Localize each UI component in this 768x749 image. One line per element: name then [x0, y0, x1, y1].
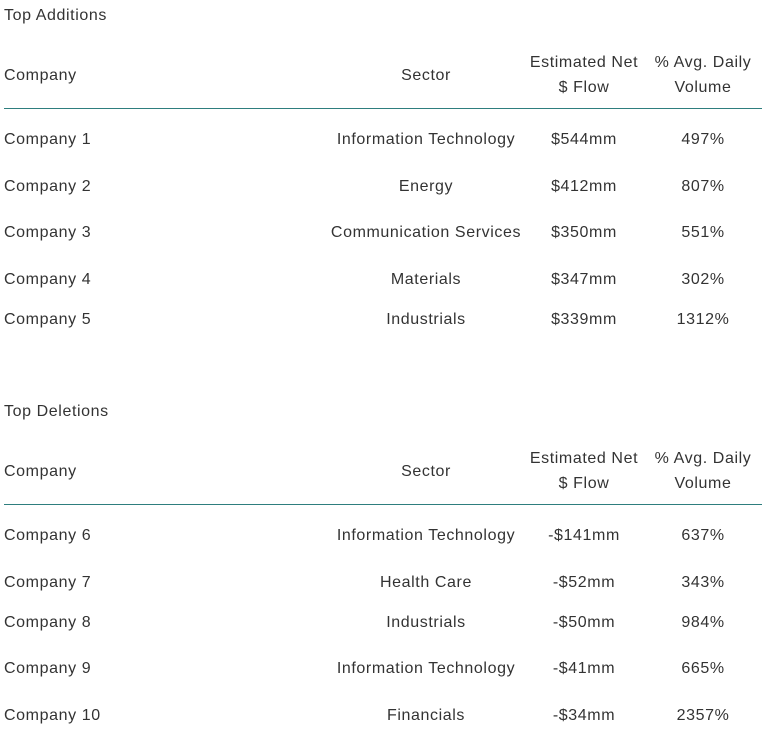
- volume-cell: 984%: [681, 613, 725, 631]
- table-row: Company 4 Materials $347mm 302%: [4, 259, 762, 299]
- additions-table: Company Sector Estimated Net $ Flow % Av…: [4, 42, 762, 339]
- volume-cell: 343%: [681, 573, 725, 591]
- table-header-row: Company Sector Estimated Net $ Flow % Av…: [4, 42, 762, 109]
- header-company: Company: [4, 462, 77, 480]
- sector-cell: Financials: [386, 706, 466, 724]
- header-volume: % Avg. Daily Volume: [654, 450, 752, 492]
- flow-cell: -$52mm: [552, 573, 616, 591]
- company-cell: Company 5: [4, 310, 92, 328]
- volume-cell: 807%: [681, 177, 725, 195]
- flow-cell: -$141mm: [548, 527, 620, 544]
- table-row: Company 10 Financials -$34mm 2357%: [4, 695, 762, 735]
- flow-cell: -$41mm: [552, 660, 616, 677]
- company-cell: Company 10: [4, 706, 101, 724]
- deletions-table: Company Sector Estimated Net $ Flow % Av…: [4, 438, 762, 735]
- header-sector: Sector: [401, 66, 451, 84]
- sector-cell: Information Technology: [336, 660, 516, 677]
- section-title: Top Deletions: [4, 403, 109, 420]
- header-sector: Sector: [401, 462, 451, 480]
- table-row: Company 8 Industrials -$50mm 984%: [4, 602, 762, 642]
- table-row: Company 3 Communication Services $350mm …: [4, 206, 762, 259]
- volume-cell: 2357%: [676, 706, 730, 724]
- header-flow: Estimated Net $ Flow: [529, 54, 639, 96]
- company-cell: Company 9: [4, 660, 92, 677]
- header-company: Company: [4, 66, 77, 84]
- table-row: Company 6 Information Technology -$141mm…: [4, 505, 762, 563]
- table-row: Company 2 Energy $412mm 807%: [4, 166, 762, 206]
- company-cell: Company 1: [4, 131, 92, 148]
- flow-cell: $544mm: [551, 131, 617, 148]
- flow-cell: $339mm: [551, 310, 617, 328]
- header-volume: % Avg. Daily Volume: [654, 54, 752, 96]
- sector-cell: Communication Services: [330, 224, 522, 241]
- volume-cell: 497%: [681, 131, 725, 148]
- sector-cell: Energy: [398, 177, 454, 195]
- flow-cell: -$50mm: [552, 613, 616, 631]
- sector-cell: Information Technology: [336, 527, 516, 544]
- table-row: Company 5 Industrials $339mm 1312%: [4, 299, 762, 339]
- section-title: Top Additions: [4, 7, 107, 24]
- sector-cell: Materials: [390, 270, 462, 288]
- flow-cell: $350mm: [551, 224, 617, 241]
- sector-cell: Industrials: [386, 613, 466, 631]
- company-cell: Company 3: [4, 224, 92, 241]
- table-row: Company 1 Information Technology $544mm …: [4, 109, 762, 167]
- company-cell: Company 6: [4, 527, 92, 544]
- flow-cell: -$34mm: [552, 706, 616, 724]
- flow-cell: $412mm: [551, 177, 617, 195]
- volume-cell: 665%: [681, 660, 725, 677]
- company-cell: Company 2: [4, 177, 92, 195]
- company-cell: Company 8: [4, 613, 92, 631]
- sector-cell: Information Technology: [336, 131, 516, 148]
- volume-cell: 637%: [681, 527, 725, 544]
- sector-cell: Health Care: [380, 573, 472, 591]
- flow-cell: $347mm: [551, 270, 617, 288]
- volume-cell: 302%: [681, 270, 725, 288]
- header-flow: Estimated Net $ Flow: [529, 450, 639, 492]
- volume-cell: 1312%: [676, 310, 730, 328]
- sector-cell: Industrials: [386, 310, 466, 328]
- table-row: Company 9 Information Technology -$41mm …: [4, 642, 762, 695]
- table-row: Company 7 Health Care -$52mm 343%: [4, 562, 762, 602]
- company-cell: Company 4: [4, 270, 92, 288]
- volume-cell: 551%: [681, 224, 725, 241]
- table-header-row: Company Sector Estimated Net $ Flow % Av…: [4, 438, 762, 505]
- company-cell: Company 7: [4, 573, 92, 591]
